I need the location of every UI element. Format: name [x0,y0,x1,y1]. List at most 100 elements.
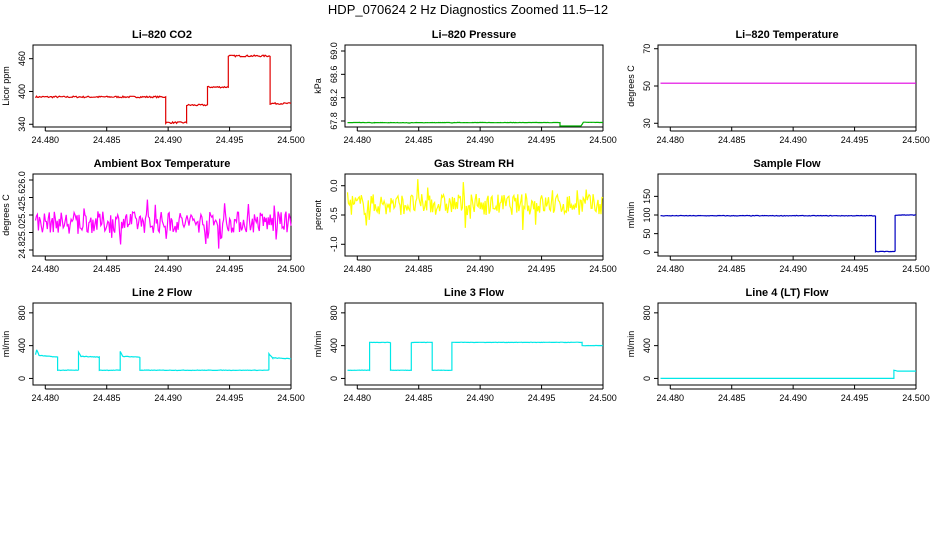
plot-frame [657,44,917,128]
plot-frame [32,302,292,386]
x-tick-label: 24.485 [405,264,433,274]
x-tick-label: 24.495 [528,135,556,145]
y-axis-label: ml/min [313,331,323,358]
x-tick-label: 24.480 [32,393,60,403]
y-tick-label: 0 [642,250,652,255]
y-tick-label: 69.0 [329,42,339,60]
x-tick-label: 24.490 [779,135,807,145]
y-tick-label: 400 [17,338,27,353]
series-line [347,341,604,372]
x-tick-label: 24.495 [841,264,869,274]
plot-frame [344,302,604,386]
x-tick-label: 24.500 [277,393,305,403]
y-axis-label: kPa [313,78,323,94]
x-tick-label: 24.485 [405,135,433,145]
y-tick-label: 0 [329,376,339,381]
y-tick-label: 24.8 [17,241,27,259]
x-tick-label: 24.480 [657,135,685,145]
y-tick-label: 67.8 [329,112,339,130]
x-tick-label: 24.490 [466,393,494,403]
x-tick-label: 24.500 [902,264,930,274]
x-tick-label: 24.490 [466,135,494,145]
plot-co2: Li–820 CO2 Licor ppm 24.480 24.485 24.490 24.… [1,29,305,145]
y-tick-label: 68.2 [329,89,339,107]
x-tick-label: 24.495 [841,393,869,403]
x-tick-label: 24.485 [718,135,746,145]
y-tick-label: 50 [642,229,652,239]
x-tick-label: 24.500 [277,264,305,274]
y-tick-label: 800 [17,305,27,320]
y-tick-label: 400 [329,338,339,353]
y-tick-label: 25.6 [17,189,27,207]
plot-frame [657,173,917,257]
series-line [346,179,604,231]
plot-li_temp: Li–820 Temperature degrees C 24.480 24.485 2… [626,29,930,145]
x-tick-label: 24.495 [528,264,556,274]
plot-rh: Gas Stream RH percent 24.480 24.485 24.490 24… [313,158,617,274]
x-tick-label: 24.495 [216,393,244,403]
x-tick-label: 24.500 [589,264,617,274]
plot-frame [344,44,604,128]
y-tick-label: 800 [642,305,652,320]
x-tick-label: 24.495 [841,135,869,145]
x-tick-label: 24.490 [779,393,807,403]
y-tick-label: -0.5 [329,207,339,223]
x-tick-label: 24.490 [154,393,182,403]
y-axis-label: ml/min [626,331,636,358]
x-tick-label: 24.480 [32,264,60,274]
y-tick-label: 25.0 [17,224,27,242]
y-tick-label: 460 [17,51,27,66]
series-line [34,349,292,372]
x-tick-label: 24.500 [902,393,930,403]
plot-line3: Line 3 Flow ml/min 24.480 24.485 24.490 24.49… [313,287,617,403]
y-tick-label: 70 [642,44,652,54]
plot-line2: Line 2 Flow ml/min 24.480 24.485 24.490 24.49… [1,287,305,403]
x-tick-label: 24.485 [718,264,746,274]
y-axis-label: percent [313,199,323,230]
plot-title: Line 2 Flow [132,287,192,299]
y-axis-label: degrees C [626,65,636,107]
y-tick-label: 30 [642,118,652,128]
y-tick-label: 26.0 [17,171,27,189]
x-tick-label: 24.500 [589,393,617,403]
y-tick-label: 25.4 [17,206,27,224]
x-tick-label: 24.490 [779,264,807,274]
x-tick-label: 24.485 [405,393,433,403]
y-tick-label: 150 [642,189,652,204]
plot-title: Li–820 Temperature [735,29,838,41]
x-tick-label: 24.490 [466,264,494,274]
x-tick-label: 24.485 [93,393,121,403]
x-tick-label: 24.480 [657,264,685,274]
x-tick-label: 24.495 [528,393,556,403]
plot-pressure: Li–820 Pressure kPa 24.480 24.485 24.490 24.4… [313,29,617,145]
x-tick-label: 24.485 [718,393,746,403]
y-tick-label: 68.6 [329,66,339,84]
y-tick-label: 0 [642,376,652,381]
series-line [34,54,292,126]
series-line [660,369,916,379]
y-tick-label: 400 [17,84,27,99]
x-tick-label: 24.500 [589,135,617,145]
plot-frame [344,173,604,257]
plot-title: Gas Stream RH [434,158,514,170]
y-tick-label: 100 [642,207,652,222]
x-tick-label: 24.500 [902,135,930,145]
y-tick-label: 400 [642,338,652,353]
y-tick-label: 0.0 [329,179,339,192]
x-tick-label: 24.490 [154,264,182,274]
page-title: HDP_070624 2 Hz Diagnostics Zoomed 11.5–… [327,2,609,17]
plot-line4: Line 4 (LT) Flow ml/min 24.480 24.485 24.490… [626,287,930,403]
plot-title: Line 4 (LT) Flow [746,287,829,299]
series-line [660,214,916,253]
plot-title: Ambient Box Temperature [94,158,231,170]
x-tick-label: 24.480 [344,264,372,274]
x-tick-label: 24.485 [93,135,121,145]
x-tick-label: 24.485 [93,264,121,274]
plot-title: Li–820 Pressure [432,29,516,41]
y-axis-label: ml/min [1,331,11,358]
y-tick-label: 50 [642,81,652,91]
y-tick-label: -1.0 [329,237,339,253]
x-tick-label: 24.480 [344,135,372,145]
plot-title: Line 3 Flow [444,287,504,299]
